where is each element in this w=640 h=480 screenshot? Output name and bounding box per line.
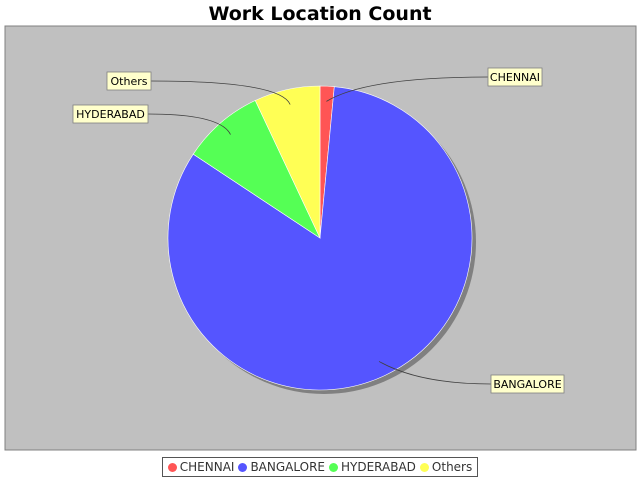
legend-swatch-bangalore (238, 462, 248, 472)
slice-label-others: Others (106, 71, 152, 91)
legend-item-bangalore: BANGALORE (238, 460, 325, 474)
legend-item-hyderabad: HYDERABAD (329, 460, 416, 474)
legend-label-hyderabad: HYDERABAD (341, 460, 416, 474)
slice-label-chennai: CHENNAI (487, 67, 543, 87)
legend-item-chennai: CHENNAI (167, 460, 235, 474)
legend-box: CHENNAI BANGALORE HYDERABAD Others (161, 457, 479, 477)
svg-text:BANGALORE: BANGALORE (493, 378, 561, 391)
slice-label-bangalore: BANGALORE (490, 374, 565, 394)
legend-swatch-chennai (167, 462, 177, 472)
legend-label-bangalore: BANGALORE (250, 460, 325, 474)
legend-swatch-hyderabad (329, 462, 338, 472)
legend-item-others: Others (419, 460, 473, 474)
slice-label-hyderabad: HYDERABAD (72, 104, 149, 124)
pie-slice-hyderabad (192, 100, 321, 239)
chart-title: Work Location Count (208, 3, 432, 25)
pie-slice-others (254, 85, 321, 239)
legend-label-chennai: CHENNAI (179, 460, 235, 474)
svg-text:HYDERABAD: HYDERABAD (76, 108, 145, 121)
leader-line-hyderabad (147, 113, 231, 135)
svg-text:Others: Others (111, 75, 148, 88)
svg-text:CHENNAI: CHENNAI (490, 71, 540, 84)
leader-line-others (150, 80, 291, 105)
legend-label-others: Others (431, 460, 473, 474)
leader-line-chennai (326, 76, 489, 102)
leader-line-bangalore (378, 361, 492, 385)
legend-swatch-others (419, 462, 429, 472)
legend: CHENNAI BANGALORE HYDERABAD Others (0, 457, 640, 477)
